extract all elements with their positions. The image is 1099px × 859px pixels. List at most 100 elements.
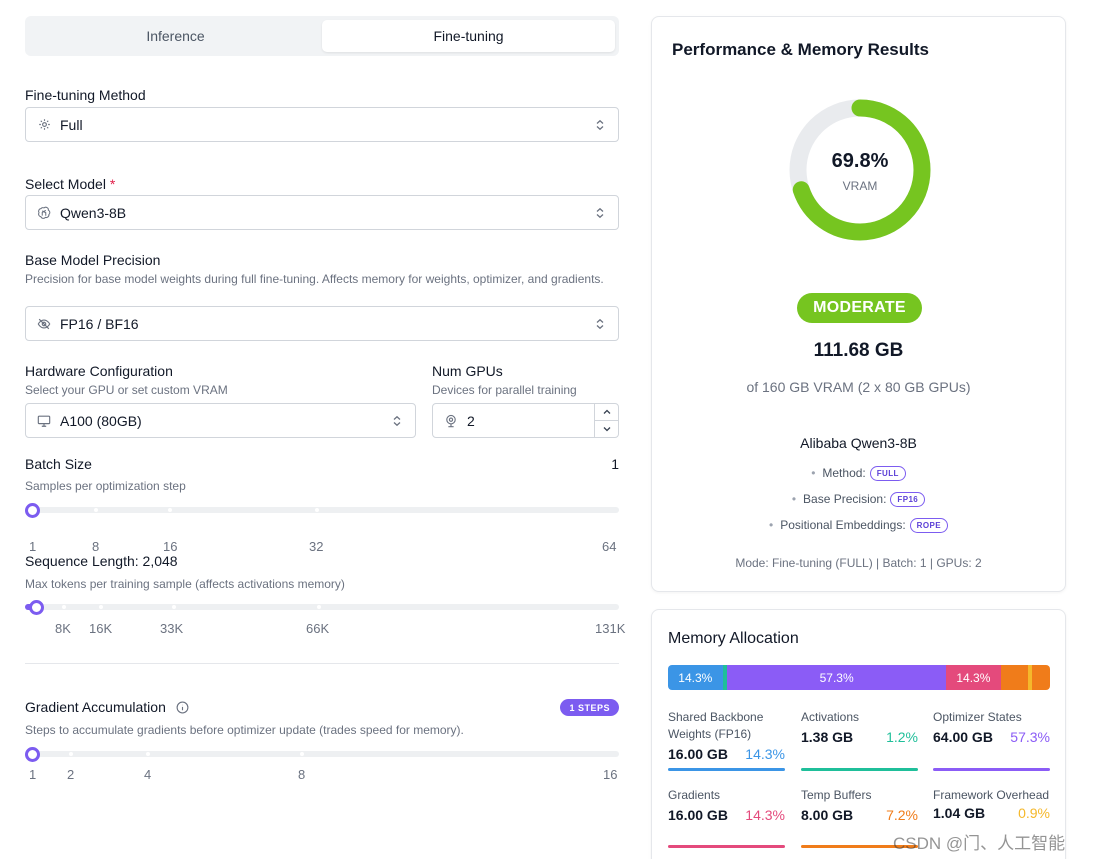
batch-label: Batch Size [25,456,92,472]
allocation-bar: 14.3% 57.3% 14.3% [668,665,1050,690]
method-select[interactable]: Full [25,107,619,142]
slider-tick-dot [315,508,319,512]
model-value: Qwen3-8B [60,204,127,221]
tick-label: 8 [298,767,306,782]
precision-select[interactable]: FP16 / BF16 [25,306,619,341]
prop-precision: • Base Precision: FP16 [652,492,1065,507]
seqlen-hint: Max tokens per training sample (affects … [25,577,345,591]
chevron-up-down-icon [393,415,401,426]
tick-label: 8K [55,621,71,636]
seqlen-label: Sequence Length: 2,048 [25,553,178,569]
mem-item-optimizer: Optimizer States 64.00 GB 57.3% [933,709,1050,771]
bar-segment-temp [1000,665,1029,690]
bullet: • [791,492,797,506]
tick-label: 64 [602,539,617,554]
bullet: • [811,466,816,480]
seqlen-slider[interactable] [25,600,619,615]
mode-summary: Mode: Fine-tuning (FULL) | Batch: 1 | GP… [735,556,982,570]
mem-item-value: 1.04 GB [933,805,986,821]
prop-method: • Method: FULL [652,466,1065,481]
mem-item-overhead: Framework Overhead 1.04 GB 0.9% [933,787,1050,821]
method-label: Fine-tuning Method [25,87,146,103]
gear-icon [37,118,51,132]
tab-inference[interactable]: Inference [146,28,205,44]
gradacc-slider[interactable] [25,747,619,762]
tick-label: 2 [67,767,75,782]
chevron-down-icon [603,427,610,432]
mem-item-weights: Shared Backbone Weights (FP16) 16.00 GB 1… [668,709,785,771]
slider-tick-dot [317,605,321,609]
memory-capacity: of 160 GB VRAM (2 x 80 GB GPUs) [746,379,971,395]
status-badge: MODERATE [797,293,922,323]
mem-item-activations: Activations 1.38 GB 1.2% [801,709,918,771]
model-label: Select Model * [25,176,115,192]
mem-item-percent: 14.3% [745,746,785,762]
vram-donut [789,99,931,241]
eye-off-icon [37,317,51,331]
tick-label: 66K [306,621,330,636]
memory-total: 111.68 GB [813,340,904,361]
slider-track [25,751,619,757]
steps-badge: 1 STEPS [560,699,619,716]
gpus-input[interactable]: 2 [432,403,619,438]
hardware-select[interactable]: A100 (80GB) [25,403,416,438]
mem-item-underline [801,845,918,848]
tick-label: 4 [144,767,152,782]
slider-tick-dot [300,752,304,756]
info-icon[interactable] [176,701,189,714]
mem-item-label: Framework Overhead [933,788,1050,802]
mem-item-label: Gradients [668,788,721,802]
tick-label: 16 [603,767,618,782]
mode-tabs: Inference Fine-tuning [25,16,619,56]
prop-label: Method: [822,466,866,480]
chevron-up-down-icon [596,119,604,130]
slider-thumb[interactable] [25,747,40,762]
bar-segment-gradients: 14.3% [946,665,1001,690]
chevron-up-down-icon [596,207,604,218]
mem-item-gradients: Gradients 16.00 GB 14.3% [668,787,785,848]
required-mark: * [109,176,116,192]
slider-track [25,507,619,513]
decrement-button[interactable] [595,421,618,437]
vram-percent: 69.8% [831,150,889,172]
slider-thumb[interactable] [25,503,40,518]
batch-slider[interactable] [25,503,619,518]
slider-tick-dot [69,752,73,756]
gpus-label: Num GPUs [432,363,503,379]
bar-segment-optimizer: 57.3% [727,665,947,690]
mem-item-underline [668,768,785,771]
allocation-title: Memory Allocation [668,630,799,647]
model-label-text: Select Model [25,176,106,192]
gpus-value: 2 [467,412,475,429]
hardware-value: A100 (80GB) [60,412,142,429]
gpus-hint: Devices for parallel training [432,383,577,397]
mem-item-percent: 57.3% [1010,729,1050,745]
model-select[interactable]: Qwen3-8B [25,195,619,230]
increment-button[interactable] [595,404,618,421]
hardware-label: Hardware Configuration [25,363,173,379]
method-pill: FULL [869,466,906,481]
slider-thumb[interactable] [29,600,44,615]
tick-label: 1 [29,767,37,782]
precision-hint: Precision for base model weights during … [25,272,604,286]
batch-value: 1 [611,456,619,472]
mem-item-underline [668,845,785,848]
precision-value: FP16 / BF16 [60,315,139,332]
openai-logo-icon [37,206,51,220]
gradacc-label-text: Gradient Accumulation [25,699,166,715]
tab-fine-tuning[interactable]: Fine-tuning [322,20,615,52]
performance-card: Performance & Memory Results 69.8% VRAM … [651,16,1066,592]
mem-item-value: 64.00 GB [933,729,993,745]
slider-tick-dot [168,508,172,512]
watermark: CSDN @门、人工智能 [893,834,1066,853]
model-name: Alibaba Qwen3-8B [800,435,917,451]
slider-tick-dot [94,508,98,512]
prop-label: Positional Embeddings: [780,518,906,532]
prop-embeddings: • Positional Embeddings: ROPE [652,518,1065,533]
prop-label: Base Precision: [803,492,887,506]
mem-item-underline [933,768,1050,771]
mem-item-value: 16.00 GB [668,807,728,823]
tick-label: 1 [29,539,37,554]
bar-segment-overhead [1028,665,1032,690]
donut-arc [789,99,931,241]
